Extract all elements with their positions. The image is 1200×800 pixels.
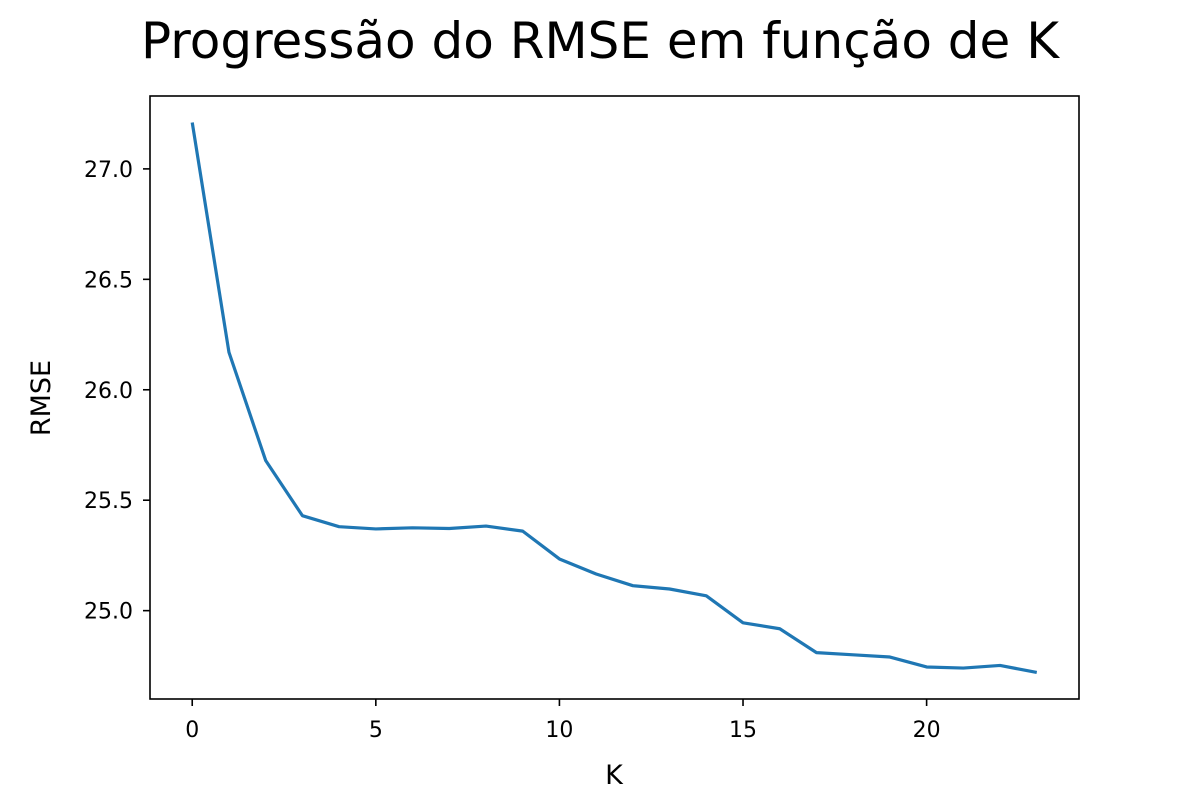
x-tick-label: 0 — [185, 718, 199, 743]
x-tick-label: 10 — [545, 718, 573, 743]
x-axis-label: K — [605, 760, 624, 791]
rmse-series-line — [190, 122, 1038, 675]
y-tick-label: 25.0 — [84, 600, 133, 625]
x-tick-label: 15 — [729, 718, 757, 743]
plot-area-frame — [149, 95, 1080, 700]
chart-title: Progressão do RMSE em função de K — [141, 12, 1060, 70]
y-tick-label: 26.5 — [84, 268, 133, 293]
y-tick-label: 25.5 — [84, 489, 133, 514]
x-tick-label: 5 — [369, 718, 383, 743]
x-axis-ticks: 0 5 10 15 20 — [185, 699, 941, 743]
y-axis-label: RMSE — [26, 360, 57, 436]
x-tick-label: 20 — [913, 718, 941, 743]
y-axis-ticks: 25.0 25.5 26.0 26.5 27.0 — [84, 158, 150, 625]
y-tick-label: 26.0 — [84, 379, 133, 404]
y-tick-label: 27.0 — [84, 158, 133, 183]
